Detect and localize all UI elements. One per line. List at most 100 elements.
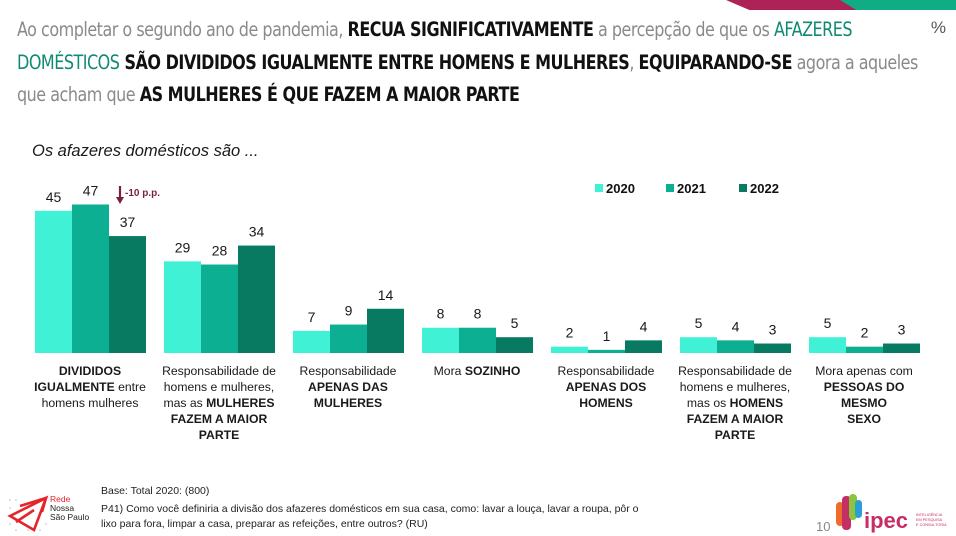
headline-segment: RECUA SIGNIFICATIVAMENTE xyxy=(347,18,594,41)
page-number: 10 xyxy=(816,519,831,534)
category-label: Responsabilidade APENAS DAS MULHERES xyxy=(286,363,410,411)
value-label-2021: 2 xyxy=(861,325,869,341)
value-label-2020: 8 xyxy=(437,306,445,322)
top-stripe-magenta xyxy=(726,0,856,10)
bar-2022 xyxy=(883,343,920,353)
legend-swatch-2022 xyxy=(739,184,747,192)
value-label-2020: 2 xyxy=(566,325,574,341)
value-label-2020: 5 xyxy=(824,315,832,331)
ipec-wordmark: ipec xyxy=(864,508,908,533)
category-label-part: Responsabilidade xyxy=(299,364,397,378)
value-label-2022: 34 xyxy=(249,224,265,240)
value-label-2022: 5 xyxy=(511,315,519,331)
value-label-2020: 29 xyxy=(175,239,191,255)
category-label-part: PARTE xyxy=(198,428,240,442)
bar-2020 xyxy=(164,261,201,353)
rede-nossa-sao-paulo-wordmark: Rede Nossa São Paulo xyxy=(50,495,89,522)
category-label-part: MULHERES xyxy=(313,396,383,410)
headline-segment: AFAZERES xyxy=(773,18,853,41)
bar-2020 xyxy=(551,346,588,353)
bar-2021 xyxy=(201,264,238,353)
bar-2022 xyxy=(238,245,275,353)
ipec-logo: ipec INTELIGÊNCIA EM PESQUISA E CONSULTO… xyxy=(836,494,947,533)
svg-text:EM PESQUISA: EM PESQUISA xyxy=(916,518,943,522)
category-label-part: Responsabilidade de xyxy=(678,364,792,378)
category-label: Responsabilidade APENAS DOS HOMENS xyxy=(544,363,668,411)
category-label-part: HOMENS xyxy=(579,396,633,410)
legend-swatch-2021 xyxy=(666,184,674,192)
category-label-part: SOZINHO xyxy=(464,364,521,378)
value-label-2022: 3 xyxy=(769,322,777,338)
bar-2022 xyxy=(109,236,146,353)
category-label-part: entre xyxy=(114,380,146,394)
arrow-down-icon-head xyxy=(116,197,124,204)
bar-2020 xyxy=(680,337,717,353)
category-label-part: Mora apenas com xyxy=(815,364,913,378)
category-label-part: mas os xyxy=(686,396,730,410)
category-label: Responsabilidade de homens e mulheres, mas… xyxy=(157,363,281,443)
bar-2022 xyxy=(625,340,662,353)
headline-segment: que acham que xyxy=(17,83,140,106)
headline-segment: DOMÉSTICOS xyxy=(17,50,120,74)
bar-2020 xyxy=(293,330,330,353)
value-label-2022: 3 xyxy=(898,322,906,338)
value-label-2021: 4 xyxy=(732,318,740,334)
category-label-part: DIVIDIDOS xyxy=(58,364,122,378)
category-label-part: Mora xyxy=(433,364,465,378)
bar-2022 xyxy=(754,343,791,353)
logo-line-2: Nossa xyxy=(50,503,75,513)
category-label: Responsabilidade de homens e mulheres, mas… xyxy=(673,363,797,443)
category-label-part: Responsabilidade xyxy=(557,364,655,378)
svg-text:INTELIGÊNCIA: INTELIGÊNCIA xyxy=(916,512,943,517)
logo-line-1: Rede xyxy=(50,494,71,504)
value-label-2021: 47 xyxy=(83,182,99,198)
headline-segment: SÃO DIVIDIDOS IGUALMENTE ENTRE HOMENS E … xyxy=(119,50,630,74)
headline-segment: Ao completar o segundo ano de pandemia, xyxy=(17,18,348,41)
bar-2020 xyxy=(422,327,459,353)
headline-segment: agora a aqueles xyxy=(792,50,919,74)
rede-nossa-sao-paulo-logo xyxy=(7,495,49,532)
value-label-2021: 1 xyxy=(603,328,611,344)
bar-2021 xyxy=(459,327,496,353)
bar-2022 xyxy=(496,337,533,353)
headline-segment: EQUIPARANDO-SE xyxy=(638,50,793,74)
logo-line-3: São Paulo xyxy=(50,512,90,522)
bar-2021 xyxy=(588,349,625,353)
bar-2021 xyxy=(72,204,109,353)
value-label-2022: 14 xyxy=(378,287,394,303)
legend-label-2022: 2022 xyxy=(750,181,779,196)
category-label-part: SEXO xyxy=(847,412,881,426)
category-label-part: homens e mulheres, xyxy=(163,380,275,394)
category-label-part: homens mulheres xyxy=(41,396,139,410)
headline-segment: AS MULHERES É QUE FAZEM A MAIOR PARTE xyxy=(139,83,520,106)
bar-2021 xyxy=(717,340,754,353)
legend-swatch-2020 xyxy=(595,184,603,192)
category-label-part: PARTE xyxy=(714,428,756,442)
category-label-part: APENAS DOS xyxy=(565,380,647,394)
top-stripe-green xyxy=(840,0,956,10)
value-label-2020: 7 xyxy=(308,309,316,325)
category-label-part: mas as xyxy=(163,396,207,410)
category-label-part: Responsabilidade de xyxy=(162,364,276,378)
unit-symbol: % xyxy=(930,18,946,37)
category-label-part: PESSOAS DO MESMO xyxy=(823,380,905,410)
headline-segment: a percepção de que os xyxy=(593,18,774,41)
value-label-2021: 8 xyxy=(474,306,482,322)
value-label-2021: 28 xyxy=(212,243,228,259)
bar-2020 xyxy=(809,337,846,353)
category-label: Mora SOZINHO xyxy=(415,363,539,379)
bar-2021 xyxy=(330,324,367,353)
bar-2021 xyxy=(846,346,883,353)
footer-base: Base: Total 2020: (800) xyxy=(101,485,210,497)
bar-2022 xyxy=(367,308,404,353)
category-label: Mora apenas com PESSOAS DO MESMO SEXO xyxy=(802,363,926,427)
value-label-2020: 45 xyxy=(46,189,62,205)
annotation-label: -10 p.p. xyxy=(125,188,160,199)
value-label-2020: 5 xyxy=(695,315,703,331)
svg-text:E CONSULTORIA: E CONSULTORIA xyxy=(916,523,947,527)
category-label-part: FAZEM A MAIOR xyxy=(170,412,268,426)
category-label-part: APENAS DAS xyxy=(308,380,388,394)
chart-subtitle: Os afazeres domésticos são ... xyxy=(32,142,259,160)
bar-2020 xyxy=(35,210,72,353)
category-label-part: IGUALMENTE xyxy=(34,380,115,394)
